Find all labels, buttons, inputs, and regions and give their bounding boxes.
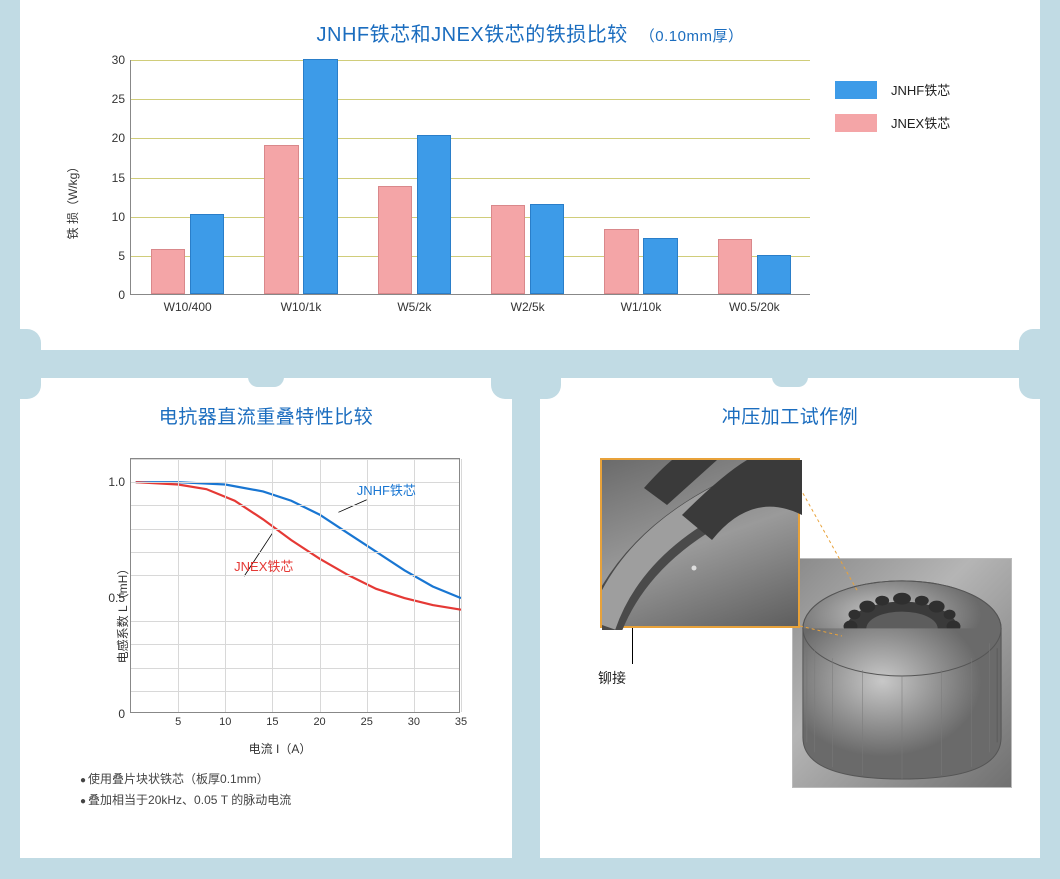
xtick-label: W10/1k [281,300,322,314]
series-label: JNHF铁芯 [357,480,416,499]
bar [604,229,639,294]
legend-swatch [835,81,877,99]
ytick-label: 0 [118,288,125,302]
line-plot-area: 510152025303500.51.0JNHF铁芯JNEX铁芯 [130,458,460,713]
bar-chart: 铁 损（W/kg） 051015202530W10/400W10/1kW5/2k… [75,60,1015,340]
line-ylabel: 电感系数 L（mH） [114,563,131,664]
grid-h [131,691,459,692]
xtick-label: 25 [361,716,373,728]
photo-zoom [600,458,800,628]
xtick-label: 10 [219,716,231,728]
title-sub: （0.10mm厚） [640,28,744,45]
grid-h [131,621,459,622]
corner-decor [1019,329,1041,351]
ytick-label: 1.0 [108,475,125,489]
bottom-row: 电抗器直流重叠特性比较 电感系数 L（mH） 510152025303500.5… [20,378,1040,858]
xtick-label: W0.5/20k [729,300,780,314]
grid-h [131,552,459,553]
grid-v [272,459,273,712]
series-label: JNEX铁芯 [234,556,293,575]
grid-h [131,668,459,669]
note-line: 叠加相当于20kHz、0.05 T 的脉动电流 [80,790,291,810]
bar [190,214,225,294]
line-series [136,482,461,610]
line-xlabel: 电流 I（A） [249,740,312,757]
bar [491,205,526,294]
gridline [131,138,810,139]
grid-v [178,459,179,712]
xtick-label: 5 [175,716,181,728]
legend-item: JNHF铁芯 [835,80,1015,99]
grid-v [320,459,321,712]
bar-ylabel: 铁 损（W/kg） [64,161,81,240]
xtick-label: 20 [313,716,325,728]
panel-notch [772,377,808,387]
xtick-label: W10/400 [164,300,212,314]
grid-h [131,529,459,530]
xtick-label: W1/10k [621,300,662,314]
left-panel: 电抗器直流重叠特性比较 电感系数 L（mH） 510152025303500.5… [20,378,512,858]
gridline [131,99,810,100]
note-line: 使用叠片块状铁芯（板厚0.1mm） [80,769,291,789]
grid-v [461,459,462,712]
line-series [136,482,461,598]
ytick-label: 25 [112,92,125,106]
xtick-label: 35 [455,716,467,728]
grid-h [131,644,459,645]
right-panel: 冲压加工试作例 铆接 [540,378,1040,858]
bar-plot-area: 051015202530W10/400W10/1kW5/2kW2/5kW1/10… [130,60,810,295]
ytick-label: 0.5 [108,591,125,605]
gridline [131,217,810,218]
legend-label: JNEX铁芯 [891,113,950,132]
line-chart: 电感系数 L（mH） 5 10 15 20 25 30 35 0 0.5 1.0 JNHF铁芯 JNE… [80,458,480,768]
top-panel: JNHF铁芯和JNEX铁芯的铁损比较 （0.10mm厚） 铁 损（W/kg） 0… [20,0,1040,350]
ytick-label: 0 [118,707,125,721]
bar [417,135,452,294]
grid-h [131,575,459,576]
zoom-detail-svg [602,460,802,630]
bar-legend: JNHF铁芯 JNEX铁芯 [835,80,1015,146]
bar [530,204,565,294]
bar [151,249,186,294]
xtick-label: W2/5k [511,300,545,314]
xtick-label: 15 [266,716,278,728]
photo-main [792,558,1012,788]
panel-notch [248,377,284,387]
stator-core-svg [793,559,1011,787]
grid-v [225,459,226,712]
grid-h [131,459,459,460]
bar [264,145,299,294]
ytick-label: 30 [112,53,125,67]
legend-item: JNEX铁芯 [835,113,1015,132]
legend-swatch [835,114,877,132]
gridline [131,178,810,179]
ytick-label: 10 [112,210,125,224]
top-panel-title: JNHF铁芯和JNEX铁芯的铁损比较 （0.10mm厚） [20,0,1040,47]
bar [378,186,413,294]
legend-label: JNHF铁芯 [891,80,950,99]
gridline [131,60,810,61]
grid-h [131,505,459,506]
rivet-label: 铆接 [598,668,626,688]
chart-notes: 使用叠片块状铁芯（板厚0.1mm）叠加相当于20kHz、0.05 T 的脉动电流 [80,769,291,810]
xtick-label: 30 [408,716,420,728]
title-main: JNHF铁芯和JNEX铁芯的铁损比较 [317,24,628,46]
gridline [131,256,810,257]
bar [303,59,338,294]
ytick-label: 20 [112,131,125,145]
bar [718,239,753,294]
ytick-label: 15 [112,171,125,185]
xtick-label: W5/2k [397,300,431,314]
corner-decor [19,329,41,351]
bar [757,255,792,294]
ytick-label: 5 [118,249,125,263]
bar [643,238,678,294]
